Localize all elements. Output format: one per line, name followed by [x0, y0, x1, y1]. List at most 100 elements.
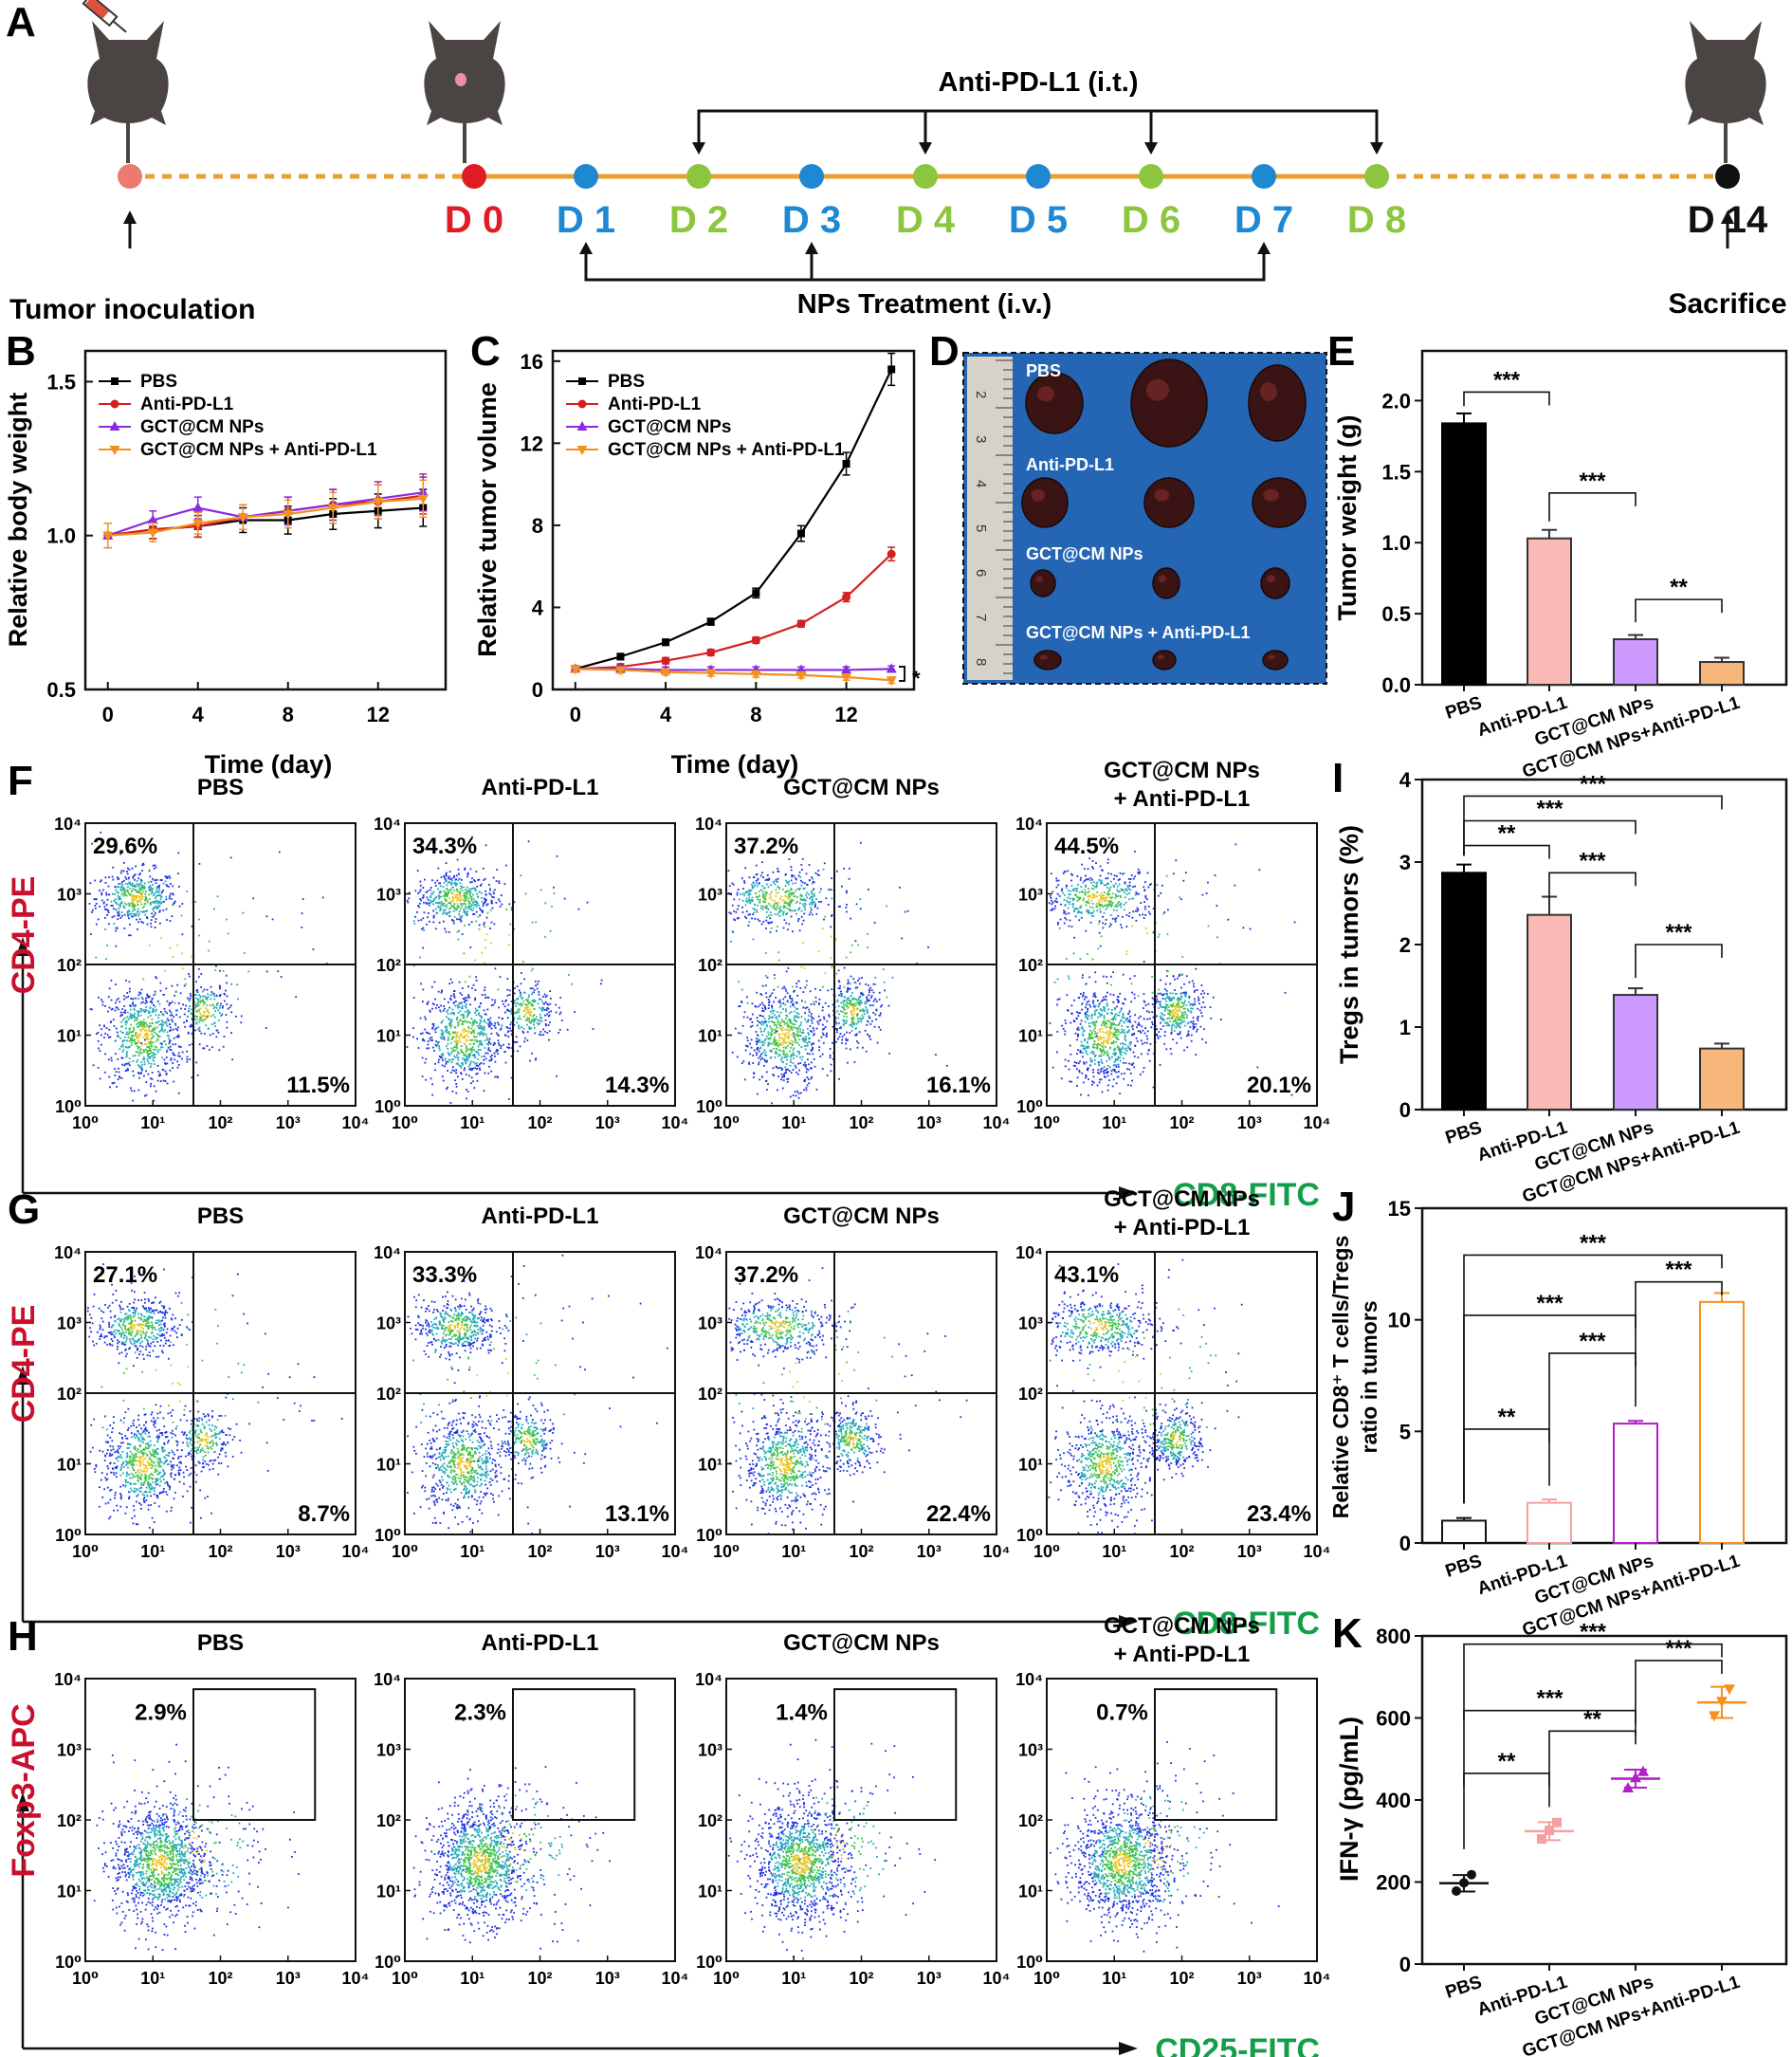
flow-ytick: 10³	[376, 886, 401, 905]
ytick-b: 1.0	[46, 524, 76, 548]
upper-left-percent: 37.2%	[734, 1262, 798, 1288]
panel-letter-k: K	[1332, 1610, 1362, 1657]
ytick-e: 0.0	[1381, 673, 1411, 697]
ruler-number: 6	[973, 569, 989, 577]
ytick-k: 0	[1399, 1953, 1411, 1976]
timeline-dot-d5	[1026, 164, 1051, 189]
flow-ytick: 10¹	[1018, 1883, 1043, 1901]
flow-xtick: 10³	[276, 1113, 301, 1132]
lower-right-percent: 13.1%	[605, 1501, 669, 1527]
flow-ytick: 10¹	[698, 1883, 722, 1901]
tumor-0-1	[1131, 359, 1207, 447]
flow-title: PBS	[197, 1203, 244, 1229]
tumor-1-0	[1022, 478, 1068, 527]
panel-letter-e: E	[1327, 328, 1355, 375]
bar-e-2	[1614, 639, 1657, 685]
point-c-3-7	[887, 676, 897, 686]
legend-label-b-1: Anti-PD-L1	[140, 395, 234, 414]
gate-box	[513, 1689, 634, 1820]
legend-label-b-0: PBS	[140, 372, 177, 392]
tumor-2-2	[1261, 568, 1289, 598]
ylabel-i: Tregs in tumors (%)	[1335, 825, 1363, 1064]
flow-ytick: 10³	[698, 886, 722, 905]
xtick-b: 4	[192, 703, 205, 726]
series-line-c-1	[576, 554, 891, 669]
flow-ytick: 10²	[57, 1385, 82, 1404]
ytick-c: 4	[532, 596, 544, 619]
flow-xtick: 10⁴	[983, 1113, 1011, 1132]
timeline-dot-d7	[1252, 164, 1276, 189]
flow-xtick: 10³	[917, 1969, 942, 1988]
flow-xtick: 10²	[208, 1113, 232, 1132]
sig-k: **	[1583, 1706, 1601, 1732]
ytick-e: 1.0	[1381, 531, 1411, 555]
flow-ytick: 10²	[698, 1385, 722, 1404]
ytick-i: 4	[1399, 768, 1412, 792]
flow-ytick: 10³	[1018, 886, 1043, 905]
bar-j-0	[1442, 1520, 1486, 1543]
flow-xtick: 10²	[1169, 1969, 1194, 1988]
label-sacrifice: Sacrifice	[1668, 288, 1786, 320]
flow-xtick: 10⁴	[662, 1113, 689, 1132]
flow-title: GCT@CM NPs	[1104, 1186, 1260, 1212]
legend-marker-c-1	[578, 400, 587, 409]
flow-ytick: 10⁴	[695, 1670, 722, 1689]
ylabel-c: Relative tumor volume	[473, 382, 502, 657]
flow-xtick: 10⁴	[342, 1113, 370, 1132]
flow-ytick: 10²	[376, 1385, 401, 1404]
flow-ytick: 10³	[57, 1314, 82, 1333]
upper-left-percent: 34.3%	[412, 834, 477, 859]
flow-ylabel-flowG: CD4-PE	[6, 1305, 42, 1423]
panel-i: I Tregs in tumors (%) 01234PBSAnti-PD-L1…	[1332, 755, 1786, 1207]
flow-ytick: 10⁴	[374, 815, 401, 834]
flow-title: PBS	[197, 775, 244, 800]
lower-right-percent: 20.1%	[1247, 1073, 1311, 1098]
panel-letter-flowG: G	[8, 1186, 40, 1233]
flow-ylabel-flowF: CD4-PE	[6, 876, 42, 995]
flow-ytick: 10²	[1018, 1385, 1043, 1404]
timeline-dot-inoculation	[118, 164, 142, 189]
flow-xtick: 10⁴	[1304, 1113, 1331, 1132]
ytick-j: 5	[1399, 1420, 1411, 1443]
flow-xtick: 10²	[208, 1542, 232, 1561]
panel-c: C Relative tumor volume Time (day) 04812…	[470, 328, 921, 779]
flow-xtick: 10⁰	[72, 1542, 99, 1561]
panel-letter-d: D	[929, 328, 960, 375]
tumor-2-0	[1031, 570, 1055, 597]
legend-marker-b-1	[111, 400, 119, 409]
flow-ytick: 10⁴	[54, 815, 82, 834]
ruler-number: 7	[973, 614, 989, 621]
point-k-0-1	[1459, 1878, 1469, 1887]
flow-xtick: 10²	[849, 1113, 873, 1132]
panel-e: E Tumor weight (g) 0.00.51.01.52.0PBSAnt…	[1327, 328, 1786, 782]
ylabel-b: Relative body weight	[4, 393, 32, 648]
upper-left-percent: 33.3%	[412, 1262, 477, 1288]
tumor-0-2	[1249, 365, 1306, 441]
tumor-3-1	[1153, 651, 1176, 670]
panel-letter-i: I	[1332, 755, 1344, 801]
flow-ytick: 10¹	[376, 1027, 401, 1046]
flow-ytick: 10¹	[376, 1456, 401, 1475]
upper-left-percent: 37.2%	[734, 834, 798, 859]
ytick-k: 600	[1376, 1707, 1411, 1731]
legend-label-c-1: Anti-PD-L1	[608, 395, 702, 414]
ytick-c: 8	[532, 514, 543, 538]
syringe-icon	[75, 0, 130, 36]
ylabel-e: Tumor weight (g)	[1333, 415, 1362, 621]
flow-xtick: 10²	[527, 1969, 552, 1988]
sig-k: ***	[1580, 1620, 1607, 1645]
flow-xtick: 10⁴	[662, 1542, 689, 1561]
bar-i-0	[1442, 872, 1486, 1110]
point-k-2-2	[1637, 1766, 1649, 1776]
ruler-number: 4	[973, 480, 989, 487]
sig-j: ***	[1536, 1291, 1563, 1316]
flow-ytick: 10³	[376, 1314, 401, 1333]
point-k-1-2	[1552, 1818, 1562, 1827]
upper-left-percent: 27.1%	[93, 1262, 157, 1288]
flow-xtick: 10¹	[140, 1113, 165, 1132]
label-nps-treatment: NPs Treatment (i.v.)	[797, 289, 1052, 320]
flow-xtick: 10⁰	[713, 1542, 740, 1561]
ytick-i: 2	[1399, 933, 1411, 957]
timeline-dot-d3	[799, 164, 824, 189]
